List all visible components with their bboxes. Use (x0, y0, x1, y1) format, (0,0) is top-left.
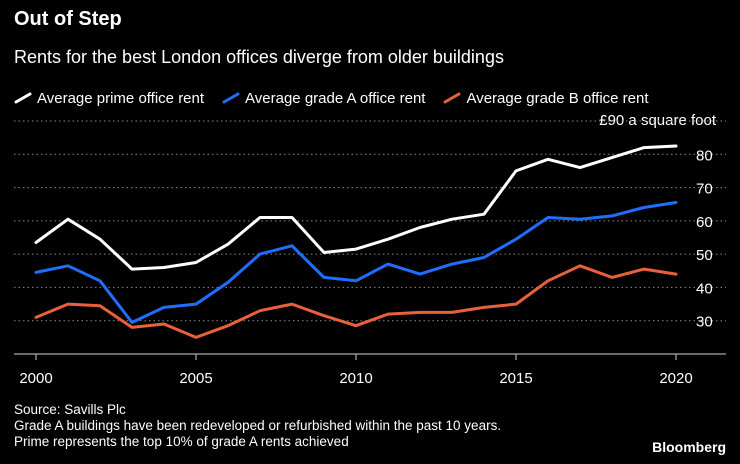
legend-swatch-grade-b (443, 92, 461, 104)
series-line-gradeB (34, 264, 678, 339)
series-line-gradeA (34, 201, 678, 324)
x-tick-label-2020: 2020 (659, 370, 692, 387)
legend-item-prime: Average prime office rent (14, 90, 204, 107)
y-tick-label-30: 30 (696, 314, 713, 331)
y-tick-label-80: 80 (696, 147, 713, 164)
y-tick-label-50: 50 (696, 247, 713, 264)
y-tick-label-70: 70 (696, 181, 713, 198)
y-tick-label-60: 60 (696, 214, 713, 231)
x-tick-label-2000: 2000 (19, 370, 52, 387)
series-line-prime (34, 144, 678, 271)
chart-title: Out of Step (14, 8, 122, 30)
legend: Average prime office rent Average grade … (14, 88, 649, 108)
source-note: Source: Savills Plc (14, 402, 126, 417)
footer-notes: Source: Savills Plc Grade A buildings ha… (14, 402, 501, 450)
legend-label-grade-a: Average grade A office rent (245, 89, 426, 107)
legend-swatch-grade-a (222, 92, 240, 104)
grade-a-note: Grade A buildings have been redeveloped … (14, 418, 502, 433)
x-tick-label-2015: 2015 (499, 370, 532, 387)
x-tick-label-2010: 2010 (339, 370, 372, 387)
y-tick-label-40: 40 (696, 280, 713, 297)
bloomberg-logo: Bloomberg (652, 439, 726, 455)
legend-label-prime: Average prime office rent (37, 89, 205, 107)
legend-item-grade-b: Average grade B office rent (443, 89, 649, 107)
legend-swatch-prime (14, 92, 32, 104)
chart-subtitle: Rents for the best London offices diverg… (14, 47, 504, 67)
legend-label-grade-b: Average grade B office rent (466, 89, 649, 107)
prime-note: Prime represents the top 10% of grade A … (14, 434, 349, 449)
legend-item-grade-a: Average grade A office rent (222, 90, 425, 107)
x-tick-label-2005: 2005 (179, 370, 212, 387)
